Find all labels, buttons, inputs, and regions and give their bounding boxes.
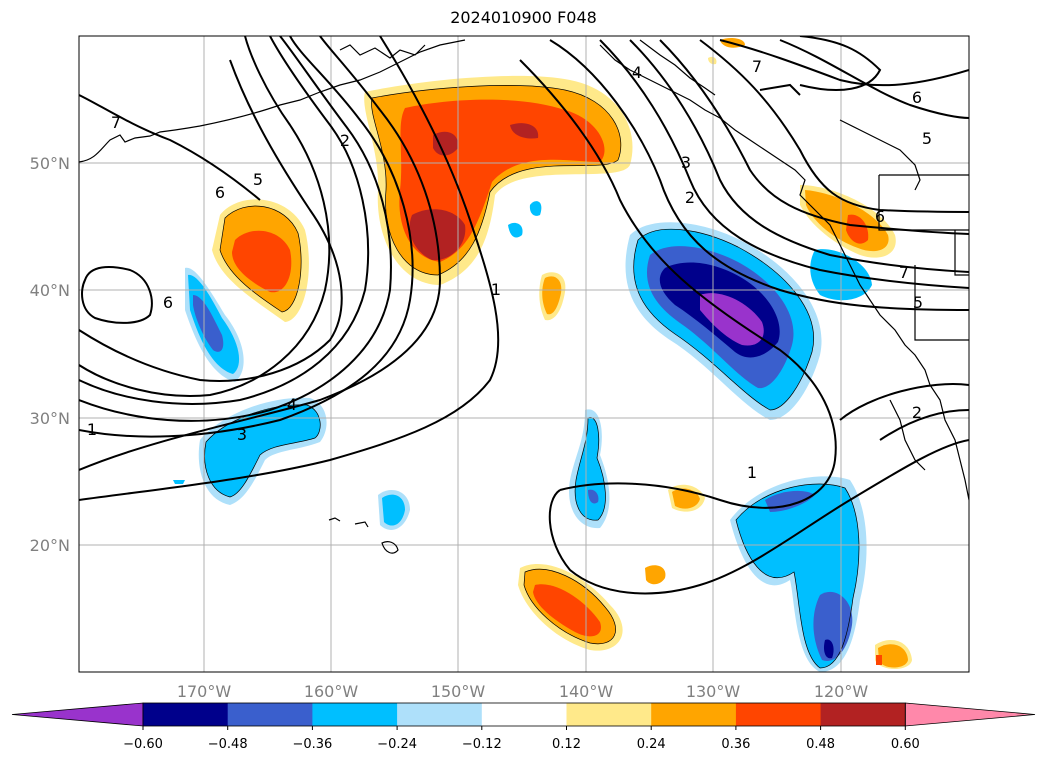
colorbar-tick-label: −0.12 [462, 737, 502, 752]
colorbar-segment [312, 703, 398, 726]
contour-labels: 2 5 6 6 7 4 3 1 1 1 3 2 2 5 7 6 7 6 5 4 [87, 57, 932, 482]
contour-label: 6 [163, 293, 173, 312]
positive-anomaly-coast [800, 185, 896, 258]
negative-anomaly-west [173, 267, 327, 505]
contour-label: 1 [87, 420, 97, 439]
colorbar-tick-label: −0.36 [292, 737, 332, 752]
colorbar-segment [735, 703, 822, 726]
map-frame-content [79, 36, 969, 672]
colorbar-tick-label: 0.12 [552, 737, 581, 752]
map-title: 2024010900 F048 [450, 8, 597, 27]
lon-label: 130°W [686, 682, 741, 701]
colorbar-segment [820, 703, 906, 726]
contour-label: 7 [111, 113, 121, 132]
lon-label: 140°W [559, 682, 614, 701]
colorbar-segment [143, 703, 229, 726]
positive-anomaly-west [212, 199, 309, 322]
colorbar: −0.60 −0.48 −0.36 −0.24 −0.12 0.12 0.24 0.36 0.4… [11, 702, 1036, 752]
contour-label: 2 [340, 131, 350, 150]
lat-label: 50°N [30, 154, 70, 173]
colorbar-extend-low [11, 702, 144, 727]
contour-label: 6 [215, 183, 225, 202]
colorbar-tick-label: 0.60 [891, 737, 920, 752]
lon-label: 150°W [431, 682, 486, 701]
contour-label: 2 [685, 188, 695, 207]
colorbar-tick-label: 0.36 [721, 737, 750, 752]
contour-label: 5 [922, 129, 932, 148]
positive-anomaly-south [518, 563, 623, 651]
lat-label: 20°N [30, 536, 70, 555]
colorbar-segment [481, 703, 567, 726]
lon-label: 120°W [814, 682, 869, 701]
colorbar-outline [142, 702, 906, 727]
contour-label: 6 [875, 207, 885, 226]
colorbar-segment [566, 703, 652, 726]
colorbar-tick-label: −0.24 [377, 737, 417, 752]
contour-label: 3 [237, 425, 247, 444]
colorbar-tick-label: 0.48 [806, 737, 835, 752]
negative-anomaly-central [378, 201, 610, 530]
lat-label: 30°N [30, 409, 70, 428]
contour-label: 5 [253, 170, 263, 189]
positive-anomaly-small [539, 37, 912, 669]
colorbar-segment [397, 703, 483, 726]
contour-label: 7 [899, 263, 909, 282]
contour-label: 7 [752, 57, 762, 76]
colorbar-tick-label: 0.24 [637, 737, 666, 752]
lon-label: 160°W [304, 682, 359, 701]
lat-label: 40°N [30, 281, 70, 300]
colorbar-segment [227, 703, 313, 726]
contour-label: 6 [912, 88, 922, 107]
latitude-labels: 50°N 40°N 30°N 20°N [30, 154, 70, 555]
colorbar-extend-high [904, 702, 1036, 727]
contour-label: 2 [912, 403, 922, 422]
colorbar-segment [651, 703, 737, 726]
contour-label: 4 [632, 63, 642, 82]
height-contours [79, 36, 969, 595]
map-border [78, 35, 970, 673]
colorbar-tick-label: −0.60 [123, 737, 163, 752]
contour-label: 1 [491, 280, 501, 299]
contour-label: 4 [287, 395, 297, 414]
contour-label: 5 [913, 293, 923, 312]
lon-label: 170°W [177, 682, 232, 701]
longitude-labels: 170°W 160°W 150°W 140°W 130°W 120°W [177, 682, 869, 701]
colorbar-tick-label: −0.48 [208, 737, 248, 752]
contour-label: 3 [681, 153, 691, 172]
negative-anomaly-southeast [730, 476, 867, 672]
contour-label: 1 [747, 463, 757, 482]
